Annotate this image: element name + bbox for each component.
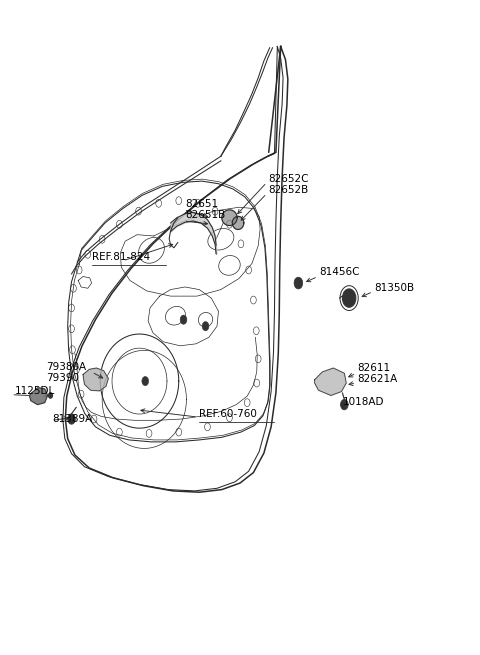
Polygon shape — [83, 368, 108, 391]
Circle shape — [202, 322, 209, 331]
Text: 81456C: 81456C — [319, 267, 360, 276]
Circle shape — [342, 289, 356, 307]
Text: 81389A: 81389A — [52, 413, 93, 424]
Polygon shape — [222, 210, 237, 225]
Polygon shape — [315, 368, 346, 396]
Circle shape — [68, 414, 75, 424]
Polygon shape — [232, 216, 244, 229]
Text: 82652B: 82652B — [269, 185, 309, 195]
Text: 79390: 79390 — [46, 373, 79, 383]
Circle shape — [294, 277, 303, 289]
Text: 82651: 82651 — [185, 198, 218, 208]
Text: 82651B: 82651B — [185, 210, 225, 219]
Polygon shape — [29, 388, 48, 405]
Text: 81350B: 81350B — [374, 283, 414, 293]
Circle shape — [142, 377, 149, 386]
Text: REF.81-824: REF.81-824 — [92, 252, 150, 262]
Text: REF.60-760: REF.60-760 — [199, 409, 257, 419]
Text: 1018AD: 1018AD — [343, 397, 384, 407]
Text: 1125DL: 1125DL — [15, 386, 55, 396]
Circle shape — [180, 315, 187, 324]
Text: 82621A: 82621A — [357, 375, 397, 384]
Text: 82611: 82611 — [357, 364, 390, 373]
Text: 82652C: 82652C — [269, 174, 309, 183]
Circle shape — [48, 393, 52, 398]
Circle shape — [340, 400, 348, 410]
Text: 79380A: 79380A — [46, 362, 86, 372]
